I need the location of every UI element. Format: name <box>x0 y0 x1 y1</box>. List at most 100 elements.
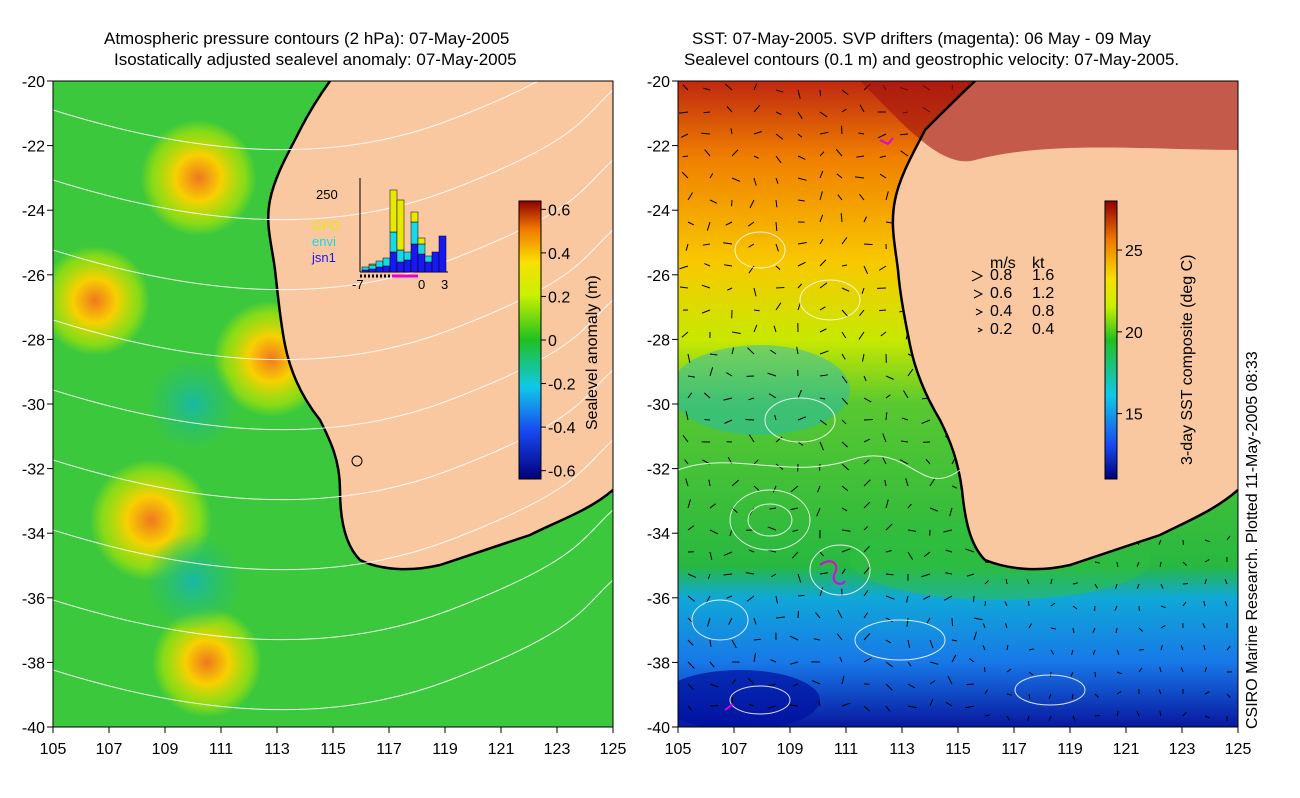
velocity-arrow <box>863 657 872 663</box>
velocity-arrow <box>863 243 873 246</box>
inset-bar <box>396 199 405 251</box>
velocity-arrow <box>863 375 867 382</box>
right-x-tick-label: 121 <box>1113 741 1140 758</box>
velocity-arrow <box>726 372 733 377</box>
velocity-arrow <box>753 485 760 492</box>
inset-x-tick-2: 0 <box>418 277 425 292</box>
right-colorbar <box>1104 200 1118 480</box>
velocity-arrow <box>797 89 801 99</box>
velocity-arrow <box>863 397 872 403</box>
velocity-arrow <box>687 353 691 363</box>
velocity-arrow <box>726 595 733 599</box>
velocity-arrow <box>725 221 733 226</box>
velocity-arrow <box>1114 605 1118 611</box>
velocity-arrow <box>879 309 887 312</box>
velocity-arrow <box>1136 583 1140 589</box>
left-x-tick-label: 117 <box>376 741 402 758</box>
velocity-arrow <box>841 529 851 532</box>
velocity-arrow <box>775 243 779 252</box>
velocity-arrow <box>965 705 975 709</box>
left-x-tick-label: 123 <box>544 741 571 758</box>
left-x-tick-label: 125 <box>600 741 627 758</box>
left-cb-tick-label: 0.6 <box>548 202 570 219</box>
velocity-arrow <box>882 433 887 443</box>
velocity-arrow <box>770 659 777 663</box>
velocity-arrow <box>885 394 891 399</box>
pressure-contour <box>53 369 613 501</box>
velocity-arrow <box>1070 671 1074 677</box>
anomaly-blob <box>144 532 242 631</box>
velocity-arrow <box>1050 649 1054 655</box>
velocity-arrow <box>791 551 799 559</box>
velocity-arrow <box>687 683 694 690</box>
inset-bar <box>368 263 377 266</box>
velocity-arrow <box>770 349 777 355</box>
velocity-arrow <box>1202 623 1206 629</box>
velocity-arrow <box>965 548 975 553</box>
right-x-tick-label: 107 <box>721 741 748 758</box>
right-y-tick-label: -40 <box>647 720 670 737</box>
left-x-tick-label: 109 <box>152 741 179 758</box>
velocity-arrow <box>703 392 711 399</box>
right-x-tick-label: 117 <box>1001 741 1027 758</box>
velocity-arrow <box>687 392 693 399</box>
left-y-tick-label: -30 <box>22 397 45 414</box>
left-x-tick-label: 111 <box>209 741 233 758</box>
velocity-arrow <box>819 111 828 118</box>
velocity-arrow <box>684 459 689 465</box>
velocity-arrow <box>797 133 803 138</box>
velocity-arrow <box>819 306 826 311</box>
velocity-arrow <box>929 661 939 665</box>
left-y-tick-label: -36 <box>22 591 45 608</box>
velocity-arrow <box>753 131 762 135</box>
velocity-arrow <box>880 331 887 337</box>
velocity-arrow <box>858 132 865 135</box>
velocity-arrow <box>819 282 828 289</box>
right-y-tick-label: -20 <box>647 74 670 91</box>
velocity-arrow <box>863 216 868 223</box>
left-x-tick-label: 115 <box>320 741 346 758</box>
sealevel-contour <box>854 619 946 661</box>
velocity-arrow <box>816 507 821 517</box>
velocity-arrow <box>943 595 953 601</box>
velocity-arrow <box>1072 605 1078 610</box>
left-y-tick-label: -32 <box>22 462 45 479</box>
velocity-arrow <box>836 173 843 179</box>
inset-bar <box>389 231 398 253</box>
velocity-arrow <box>837 609 843 619</box>
anomaly-blob <box>140 119 257 236</box>
velocity-arrow <box>819 397 826 400</box>
velocity-arrow <box>1204 559 1210 563</box>
velocity-arrow <box>1138 667 1143 673</box>
velocity-arrow <box>723 242 733 245</box>
velocity-arrow <box>726 106 733 113</box>
velocity-arrow <box>685 478 689 487</box>
velocity-arrow <box>775 302 782 311</box>
velocity-arrow <box>789 635 799 641</box>
velocity-arrow <box>926 617 931 624</box>
velocity-arrow <box>1094 583 1098 589</box>
velocity-arrow <box>900 150 909 157</box>
pressure-contour <box>53 81 540 151</box>
velocity-arrow <box>1050 627 1056 630</box>
velocity-arrow <box>819 259 827 267</box>
velocity-arrow <box>1160 583 1164 589</box>
key-arrow <box>975 308 984 316</box>
velocity-arrow <box>835 148 843 157</box>
velocity-arrow <box>703 87 711 91</box>
inset-bar <box>424 255 433 263</box>
left-cb-tick-label: 0 <box>548 333 557 350</box>
sealevel-contour <box>734 231 786 269</box>
velocity-arrow <box>1115 583 1118 589</box>
key-ms-value: 0.2 <box>990 321 1012 338</box>
velocity-arrow <box>748 549 755 553</box>
anomaly-blob <box>53 245 150 356</box>
velocity-arrow <box>819 191 823 201</box>
velocity-arrow <box>1226 645 1231 651</box>
velocity-arrow <box>687 573 697 578</box>
velocity-arrow <box>1027 715 1030 721</box>
velocity-arrow <box>775 111 782 115</box>
velocity-arrow <box>951 654 957 663</box>
velocity-arrow <box>1116 649 1120 655</box>
velocity-arrow <box>1180 667 1184 673</box>
